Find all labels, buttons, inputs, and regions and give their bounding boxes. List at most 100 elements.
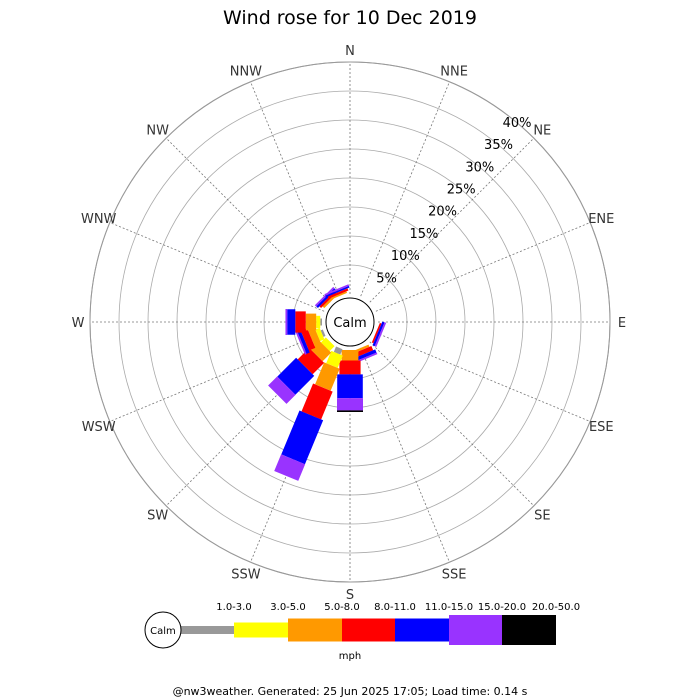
wind-bar-wsw-3.0-5.0 — [315, 327, 325, 342]
wind-bar-ese-15.0-20.0 — [374, 322, 387, 347]
grid-outer-circle — [89, 61, 611, 583]
radial-tick-labels: 5% 10% 15% 20% 25% 30% 35% 40% — [376, 116, 531, 286]
grid-spoke — [369, 137, 535, 303]
legend-swatch-8.0-11.0 — [342, 618, 395, 642]
wind-bar-ssw-3.0-5.0 — [326, 350, 343, 368]
direction-label-e: E — [618, 316, 626, 331]
wind-bar-nnw-15.0-20.0 — [324, 284, 350, 296]
wind-bar-sw-8.0-11.0 — [297, 347, 325, 375]
legend-bin-label: 20.0-50.0 — [532, 602, 580, 613]
radial-tick-label: 35% — [484, 138, 513, 153]
wind-bar-wsw-11.0-15.0 — [296, 328, 310, 354]
legend-bin-label: 3.0-5.0 — [270, 602, 305, 613]
legend-swatch-3.0-5.0 — [234, 622, 288, 638]
legend-swatch-11.0-15.0 — [395, 618, 449, 642]
radial-tick-label: 5% — [376, 271, 397, 286]
direction-label-ese: ESE — [589, 420, 614, 435]
wind-bar-s-5.0-8.0 — [341, 350, 359, 361]
footer-text: @nw3weather. Generated: 25 Jun 2025 17:0… — [173, 685, 528, 698]
wind-bar-sw-15.0-20.0 — [268, 376, 296, 404]
legend-bin-label: 15.0-20.0 — [478, 602, 526, 613]
radial-tick-label: 10% — [391, 249, 420, 264]
grid-circle — [234, 206, 466, 438]
direction-label-s: S — [346, 588, 354, 603]
wind-bar-nnw-11.0-15.0 — [325, 285, 350, 298]
grid-spoke — [369, 341, 535, 507]
direction-label-nw: NW — [146, 124, 169, 139]
wind-bar-w-3.0-5.0 — [316, 315, 321, 329]
wind-bar-ssw-1.0-3.0 — [333, 346, 343, 355]
wind-bar-ssw-8.0-11.0 — [301, 383, 333, 420]
polar-grid — [89, 61, 611, 583]
wind-bar-ese-8.0-11.0 — [371, 322, 382, 344]
legend-swatch-5.0-8.0 — [288, 618, 342, 642]
direction-label-nnw: NNW — [230, 65, 262, 80]
speed-legend: mph 1.0-3.0 3.0-5.0 5.0-8.0 8.0-11.0 11.0-15… — [144, 602, 580, 662]
chart-title: Wind rose for 10 Dec 2019 — [223, 7, 477, 29]
radial-tick-label: 30% — [465, 160, 494, 175]
direction-labels: N NNE NE ENE E ESE SE SSE S SSW SW WSW W WNW NW NNW — [72, 44, 627, 603]
direction-label-ne: NE — [533, 124, 551, 139]
legend-bin-label: 5.0-8.0 — [324, 602, 359, 613]
wind-bar-ssw-11.0-15.0 — [281, 410, 324, 465]
direction-label-se: SE — [534, 508, 550, 523]
wind-bar-s-20.0-50.0 — [337, 410, 363, 413]
direction-label-sse: SSE — [442, 567, 467, 582]
grid-spoke — [375, 222, 591, 312]
calm-label: Calm — [333, 316, 366, 331]
legend-bin-label: 1.0-3.0 — [216, 602, 251, 613]
wind-bars — [268, 284, 387, 481]
legend-bin-label: 8.0-11.0 — [374, 602, 416, 613]
legend-unit-label: mph — [339, 651, 361, 662]
wind-bar-wsw-5.0-8.0 — [308, 327, 321, 346]
grid-spoke — [165, 137, 331, 303]
wind-bar-nnw-5.0-8.0 — [330, 291, 348, 300]
legend-swatch-15.0-20.0 — [449, 615, 502, 645]
grid-spoke — [165, 341, 331, 507]
wind-bar-ssw-15.0-20.0 — [274, 454, 306, 481]
direction-label-ssw: SSW — [231, 567, 261, 582]
wind-bar-nnw-8.0-11.0 — [327, 288, 349, 299]
grid-spoke — [360, 81, 450, 297]
radial-tick-label: 40% — [503, 116, 532, 131]
wind-bar-nw-15.0-20.0 — [314, 286, 335, 307]
wind-bar-ssw-5.0-8.0 — [315, 362, 340, 391]
wind-bar-wsw-1.0-3.0 — [320, 329, 326, 337]
calm-center: Calm — [325, 297, 375, 347]
wind-bar-sw-3.0-5.0 — [320, 337, 335, 352]
wind-bar-sw-11.0-15.0 — [277, 357, 315, 395]
wind-bar-w-5.0-8.0 — [305, 313, 317, 331]
wind-bar-wsw-15.0-20.0 — [295, 330, 307, 355]
legend-swatch-1.0-3.0 — [181, 626, 234, 634]
legend-bin-label: 11.0-15.0 — [425, 602, 473, 613]
direction-label-nne: NNE — [440, 65, 468, 80]
radial-tick-label: 25% — [447, 183, 476, 198]
grid-spoke — [375, 332, 591, 422]
calm-circle — [325, 297, 375, 347]
wind-bar-s-8.0-11.0 — [339, 360, 361, 375]
direction-label-wnw: WNW — [81, 212, 117, 227]
direction-label-w: W — [72, 316, 85, 331]
radial-tick-label: 15% — [409, 227, 438, 242]
legend-swatch-20.0-50.0 — [502, 615, 556, 645]
direction-label-n: N — [345, 44, 355, 59]
wind-bar-s-15.0-20.0 — [337, 398, 363, 411]
grid-spoke — [109, 222, 325, 312]
direction-label-ene: ENE — [588, 212, 614, 227]
wind-bar-s-11.0-15.0 — [337, 374, 363, 399]
wind-bar-w-15.0-20.0 — [285, 309, 288, 335]
wind-bar-w-8.0-11.0 — [295, 311, 306, 333]
grid-spoke — [360, 347, 450, 563]
legend-calm-label: Calm — [150, 626, 176, 637]
wind-bar-sw-5.0-8.0 — [310, 340, 332, 362]
radial-tick-label: 20% — [428, 205, 457, 220]
wind-bar-w-1.0-3.0 — [320, 318, 322, 326]
wind-bar-w-11.0-15.0 — [287, 309, 296, 335]
direction-label-sw: SW — [147, 508, 168, 523]
grid-circle — [118, 90, 582, 554]
wind-bar-ese-11.0-15.0 — [372, 321, 385, 347]
legend-calm-circle — [144, 611, 182, 649]
grid-spoke — [109, 332, 325, 422]
direction-label-wsw: WSW — [82, 420, 116, 435]
